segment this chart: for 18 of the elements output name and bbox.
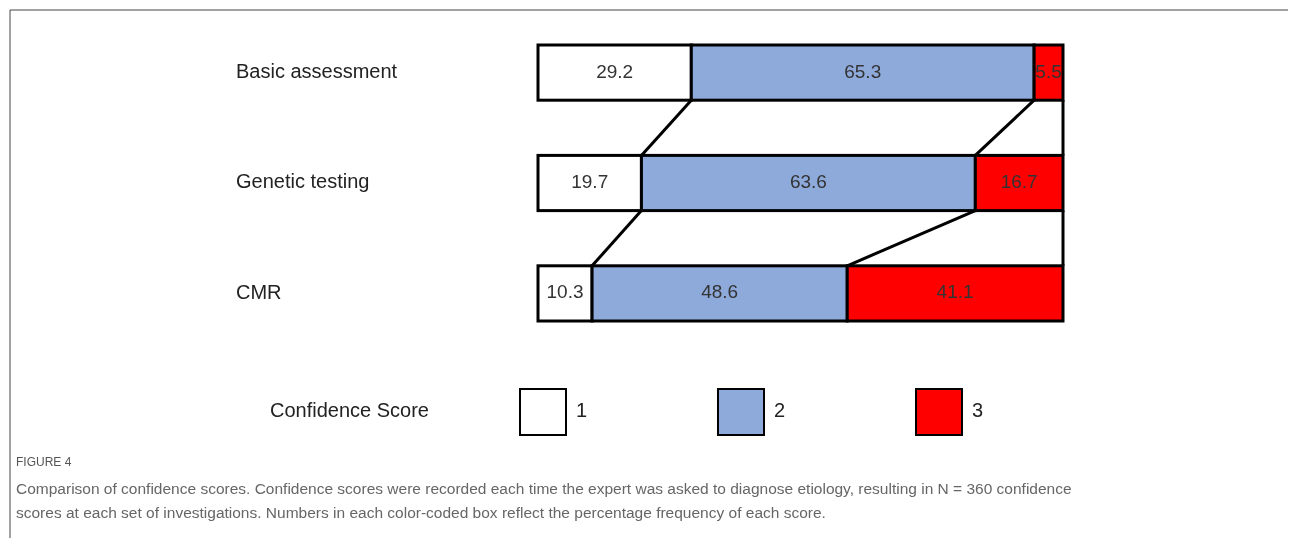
data-label: 65.3 xyxy=(844,60,882,82)
data-label: 41.1 xyxy=(936,281,974,303)
legend-title: Confidence Score xyxy=(270,399,429,422)
data-label: 16.7 xyxy=(1000,171,1038,193)
data-label: 19.7 xyxy=(571,171,609,193)
y-tick-label: Basic assessment xyxy=(236,59,398,82)
text: Comparison of confidence scores. Confidence scores were recorded each time the expert was asked to diagnose etiology, resulting in N = 360 confidence scores at each set of investigations. Numbers in each color-coded box reflect the percentage frequency of each score. xyxy=(16,480,1072,521)
data-label: 63.6 xyxy=(789,171,827,193)
data-label: 29.2 xyxy=(596,60,634,82)
y-tick-label: Genetic testing xyxy=(236,170,370,193)
legend-label: 3 xyxy=(972,399,984,422)
data-label: 10.3 xyxy=(546,281,584,303)
caption: FIGURE 4 xyxy=(16,455,72,469)
legend-label: 2 xyxy=(774,399,786,422)
legend-label: 1 xyxy=(576,399,588,422)
data-label: 5.5 xyxy=(1035,60,1062,82)
y-tick-label: CMR xyxy=(236,280,282,303)
data-label: 48.6 xyxy=(701,281,739,303)
